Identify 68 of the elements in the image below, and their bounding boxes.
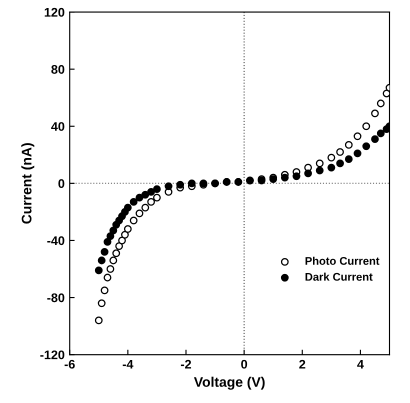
point: [147, 188, 155, 196]
point: [130, 198, 138, 206]
point: [106, 232, 114, 240]
y-tick-label: 0: [58, 179, 64, 188]
point: [316, 160, 324, 168]
point: [118, 236, 126, 244]
point: [153, 185, 161, 193]
point: [327, 154, 336, 162]
y-tick-label: -80: [47, 293, 64, 302]
point: [371, 110, 379, 118]
x-tick-label: 0: [241, 360, 248, 369]
point: [112, 249, 120, 258]
point: [141, 190, 150, 199]
y-tick-label: 80: [51, 64, 64, 74]
point: [106, 265, 114, 273]
point: [336, 148, 344, 156]
point: [354, 150, 362, 158]
point: [376, 130, 385, 138]
point: [124, 225, 132, 233]
point: [188, 179, 196, 188]
point: [104, 274, 112, 282]
x-tick-label: -2: [180, 360, 192, 369]
point: [316, 166, 324, 174]
point: [327, 164, 336, 172]
x-tick-label: 2: [299, 360, 306, 369]
point: [124, 204, 132, 212]
point: [164, 182, 172, 190]
point: [109, 256, 118, 264]
x-axis-title: Voltage (V): [194, 376, 265, 390]
point: [304, 169, 312, 178]
point: [100, 286, 108, 294]
point: [153, 194, 161, 202]
point: [344, 140, 353, 149]
y-tick-label: 40: [51, 122, 64, 131]
point: [147, 198, 155, 206]
point: [104, 238, 112, 246]
x-tick-label: -4: [122, 360, 134, 369]
x-tick-label: 4: [357, 360, 364, 369]
point: [94, 316, 103, 324]
point: [98, 299, 106, 308]
point: [280, 174, 289, 182]
point: [362, 142, 370, 150]
point: [109, 226, 118, 234]
point: [382, 90, 390, 98]
point: [121, 230, 129, 239]
point: [141, 204, 150, 212]
point: [130, 216, 138, 224]
x-tick-label: -6: [64, 360, 75, 369]
legend-label: Photo Current: [306, 256, 380, 265]
y-tick-label: 120: [44, 8, 64, 17]
point: [336, 160, 344, 168]
y-tick-label: -120: [40, 350, 64, 360]
point: [371, 135, 379, 143]
point: [98, 256, 106, 264]
point: [136, 209, 144, 218]
point: [115, 242, 124, 250]
point: [136, 194, 144, 202]
point: [100, 248, 108, 256]
point: [344, 155, 353, 163]
point: [94, 266, 103, 274]
point: [354, 132, 362, 140]
legend-label: Dark Current: [306, 272, 373, 281]
point: [292, 172, 300, 180]
y-tick-label: -40: [47, 236, 64, 246]
y-axis-title: Current (nA): [21, 143, 34, 224]
point: [176, 180, 184, 189]
point: [376, 100, 385, 108]
point: [362, 122, 370, 130]
